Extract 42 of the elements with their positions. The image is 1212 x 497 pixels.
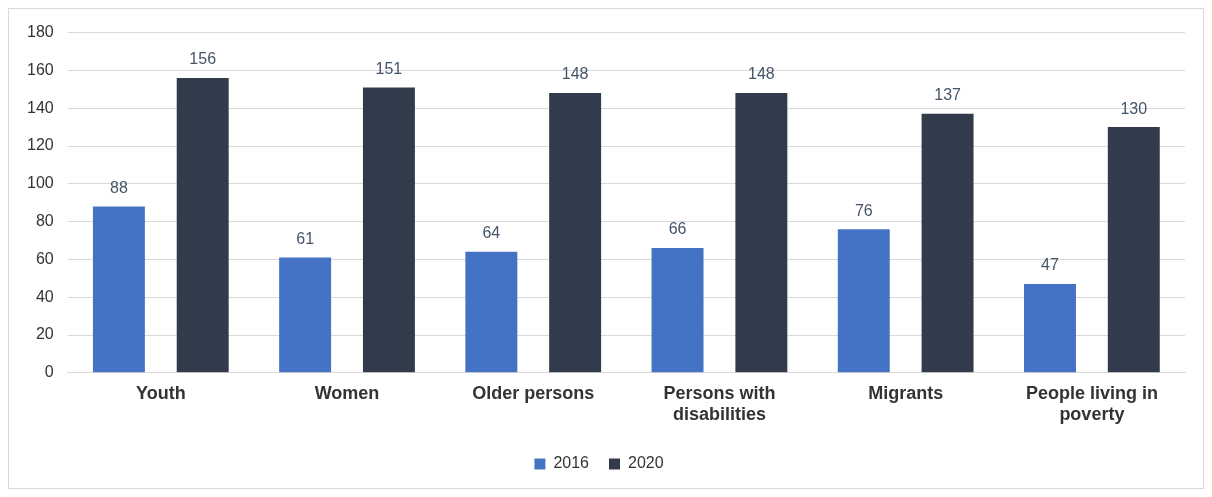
bar [465, 251, 518, 373]
data-label: 76 [854, 201, 873, 219]
bar [837, 229, 890, 373]
bar [362, 87, 415, 373]
bar [279, 257, 332, 373]
data-label: 47 [1041, 256, 1059, 274]
y-tick-label: 80 [35, 212, 54, 230]
y-tick-label: 100 [26, 174, 54, 192]
bar [651, 248, 704, 373]
bar [1024, 283, 1076, 373]
x-tick-label: Migrants [868, 382, 944, 403]
data-label: 137 [934, 86, 962, 104]
y-tick-label: 140 [26, 98, 54, 116]
x-tick-label: Women [314, 382, 380, 403]
data-label: 64 [482, 224, 501, 242]
y-tick-label: 160 [26, 60, 54, 78]
data-label: 61 [296, 229, 315, 247]
bar [735, 93, 788, 373]
data-label: 66 [668, 220, 687, 238]
data-label: 148 [561, 65, 589, 83]
legend-label: 2020 [628, 454, 664, 472]
y-tick-label: 60 [35, 249, 54, 267]
data-label: 88 [110, 178, 128, 196]
bar [176, 77, 229, 373]
y-tick-label: 40 [35, 287, 54, 305]
legend-label: 2016 [553, 454, 590, 472]
data-label: 151 [375, 59, 403, 77]
x-tick-label: Older persons [472, 382, 595, 403]
bar [92, 206, 145, 373]
x-tick-label: Youth [135, 382, 186, 403]
data-label: 148 [748, 65, 775, 83]
bar [921, 113, 974, 373]
bar [549, 93, 602, 373]
y-tick-label: 180 [26, 23, 54, 41]
y-tick-label: 120 [26, 136, 54, 154]
bar [1107, 127, 1160, 373]
y-tick-label: 20 [35, 325, 54, 343]
data-label: 130 [1120, 99, 1148, 117]
x-tick-label: Persons with disabilities [663, 382, 776, 425]
x-tick-label: People living in poverty [1025, 382, 1158, 425]
y-tick-label: 0 [44, 363, 54, 381]
data-label: 156 [189, 50, 217, 68]
